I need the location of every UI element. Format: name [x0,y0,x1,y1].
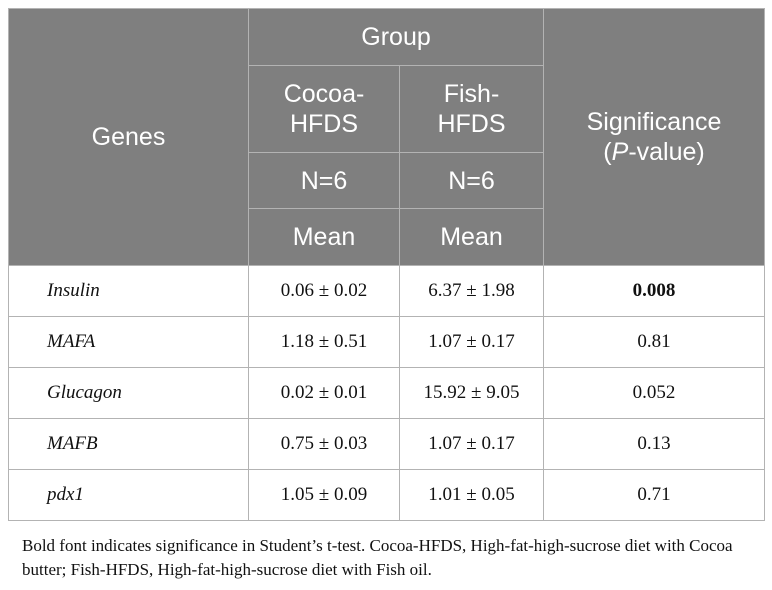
header-cocoa-mean: Mean [248,208,400,266]
gene-name-cell: Glucagon [8,367,249,419]
header-group: Group [247,8,545,66]
header-significance-p: P [611,138,629,166]
data-table-container: Genes Group Significance (P-value) Cocoa… [8,8,766,521]
table-row: Glucagon 0.02 ± 0.01 15.92 ± 9.05 0.052 [8,367,766,419]
fish-value-cell: 15.92 ± 9.05 [398,367,545,419]
cocoa-value-cell: 1.18 ± 0.51 [248,316,400,368]
table-body: Insulin 0.06 ± 0.02 6.37 ± 1.98 0.008 MA… [8,265,766,521]
gene-name-cell: Insulin [8,265,249,317]
p-value-cell: 0.008 [543,265,766,317]
header-significance-close: -value) [628,138,705,166]
p-value-cell: 0.052 [543,367,766,419]
table-row: MAFB 0.75 ± 0.03 1.07 ± 0.17 0.13 [8,418,766,470]
header-fish-mean: Mean [398,208,545,266]
header-fish-hfds: Fish- HFDS [398,65,545,153]
header-cocoa-n: N=6 [248,152,400,209]
header-genes: Genes [8,8,249,266]
p-value-cell: 0.71 [543,469,766,521]
cocoa-value-cell: 1.05 ± 0.09 [248,469,400,521]
cocoa-value-cell: 0.06 ± 0.02 [248,265,400,317]
header-significance: Significance (P-value) [543,8,766,266]
table-row: Insulin 0.06 ± 0.02 6.37 ± 1.98 0.008 [8,265,766,317]
fish-value-cell: 1.07 ± 0.17 [398,316,545,368]
fish-value-cell: 1.01 ± 0.05 [398,469,545,521]
p-value-cell: 0.81 [543,316,766,368]
table-footnote: Bold font indicates significance in Stud… [22,536,733,579]
p-value-cell: 0.13 [543,418,766,470]
header-cocoa-hfds: Cocoa- HFDS [248,65,400,153]
fish-value-cell: 6.37 ± 1.98 [398,265,545,317]
header-significance-label: Significance [586,108,722,136]
gene-name-cell: pdx1 [8,469,249,521]
gene-expression-table: Genes Group Significance (P-value) Cocoa… [8,8,766,521]
table-row: pdx1 1.05 ± 0.09 1.01 ± 0.05 0.71 [8,469,766,521]
header-fish-n: N=6 [398,152,545,209]
cocoa-value-cell: 0.02 ± 0.01 [248,367,400,419]
fish-value-cell: 1.07 ± 0.17 [398,418,545,470]
table-header: Genes Group Significance (P-value) Cocoa… [8,8,766,266]
header-significance-open: ( [603,138,612,166]
gene-name-cell: MAFA [8,316,249,368]
table-row: MAFA 1.18 ± 0.51 1.07 ± 0.17 0.81 [8,316,766,368]
gene-name-cell: MAFB [8,418,249,470]
cocoa-value-cell: 0.75 ± 0.03 [248,418,400,470]
